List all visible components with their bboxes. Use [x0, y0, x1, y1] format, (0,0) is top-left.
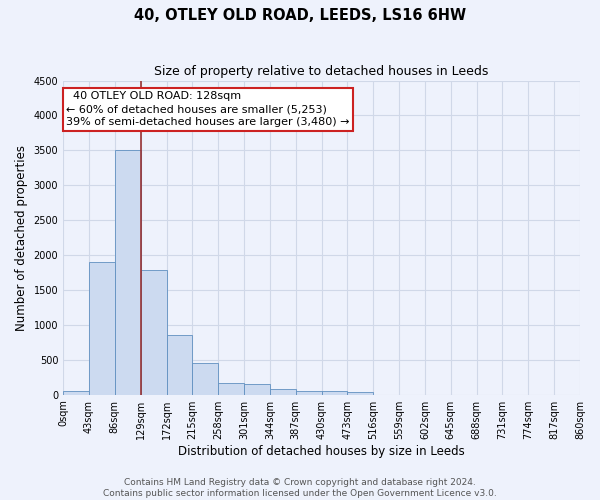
Title: Size of property relative to detached houses in Leeds: Size of property relative to detached ho…: [154, 65, 489, 78]
Bar: [296, 391, 322, 394]
X-axis label: Distribution of detached houses by size in Leeds: Distribution of detached houses by size …: [178, 444, 465, 458]
Text: 40 OTLEY OLD ROAD: 128sqm
← 60% of detached houses are smaller (5,253)
39% of se: 40 OTLEY OLD ROAD: 128sqm ← 60% of detac…: [66, 91, 350, 128]
Bar: [115, 150, 140, 394]
Bar: [347, 392, 373, 394]
Bar: [140, 270, 167, 394]
Y-axis label: Number of detached properties: Number of detached properties: [15, 144, 28, 330]
Text: 40, OTLEY OLD ROAD, LEEDS, LS16 6HW: 40, OTLEY OLD ROAD, LEEDS, LS16 6HW: [134, 8, 466, 22]
Bar: [322, 391, 347, 394]
Text: Contains HM Land Registry data © Crown copyright and database right 2024.
Contai: Contains HM Land Registry data © Crown c…: [103, 478, 497, 498]
Bar: [63, 391, 89, 394]
Bar: [193, 364, 218, 394]
Bar: [167, 336, 193, 394]
Bar: [89, 262, 115, 394]
Bar: [218, 383, 244, 394]
Bar: [244, 384, 270, 394]
Bar: [270, 389, 296, 394]
